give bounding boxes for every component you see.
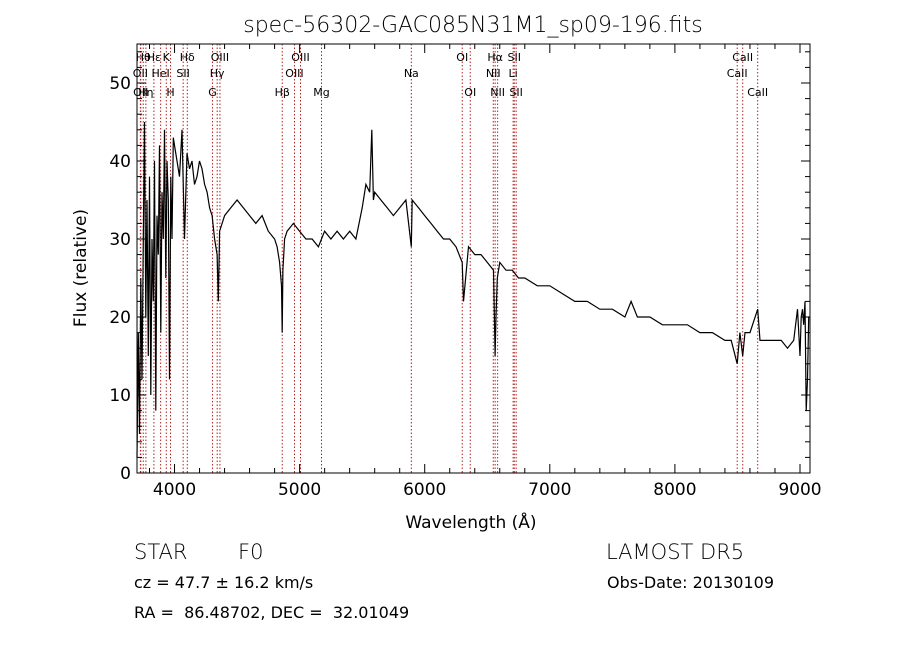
spectral-line-label: SII: [176, 67, 189, 80]
spectral-line-label: K: [163, 51, 171, 64]
x-tick-label: 6000: [403, 480, 446, 500]
spectral-line-label: CaII: [727, 67, 748, 80]
y-tick-label: 0: [120, 464, 131, 484]
spectral-line-label: OIII: [291, 51, 309, 64]
spectral-line-label: Hβ: [275, 86, 290, 99]
spectral-line-label: Hα: [487, 51, 503, 64]
x-tick-label: 4000: [153, 480, 196, 500]
spectral-line-label: CaII: [747, 86, 768, 99]
spectral-line-label: NII: [486, 67, 501, 80]
spectral-line-label: OII: [133, 67, 148, 80]
spectral-line-label: OI: [464, 86, 476, 99]
spectral-line-labels: OIIOIIHθHηHεHeIKHSIIHδGHγOIIIHβOIIIOIIIM…: [133, 51, 768, 99]
spectral-line-label: Hθ: [136, 51, 151, 64]
observation-date: Obs-Date: 20130109: [607, 573, 775, 592]
spectral-line-label: Hη: [138, 86, 153, 99]
spectral-line-label: OI: [456, 51, 468, 64]
spectral-line-markers: [139, 44, 759, 473]
y-tick-label: 10: [109, 386, 131, 406]
spectral-line-label: HeI: [151, 67, 169, 80]
spectral-line-label: G: [208, 86, 217, 99]
spectral-line-label: OIII: [211, 51, 229, 64]
chart-title: spec-56302-GAC085N31M1_sp09-196.fits: [243, 13, 703, 38]
plot-frame: [136, 43, 811, 474]
x-tick-label: 7000: [528, 480, 571, 500]
spectral-line-label: OIII: [285, 67, 303, 80]
spectral-line-label: Hγ: [210, 67, 225, 80]
x-axis-label: Wavelength (Å): [405, 511, 536, 533]
spectral-line-label: CaII: [732, 51, 753, 64]
x-axis: 4000 5000 6000 7000 8000 9000: [149, 44, 822, 500]
y-tick-label: 50: [109, 74, 131, 94]
spectral-line-label: NII: [490, 86, 505, 99]
y-axis: 0 10 20 30 40 50: [109, 51, 810, 484]
spectral-line-label: Li: [509, 67, 518, 80]
spectral-line-label: Hε: [147, 51, 161, 64]
spectrum-line: [136, 121, 810, 458]
redshift-velocity: cz = 47.7 ± 16.2 km/s: [134, 573, 314, 592]
y-tick-label: 20: [109, 308, 131, 328]
object-class: STAR: [134, 540, 188, 564]
x-tick-label: 5000: [278, 480, 321, 500]
spectral-line-label: Na: [404, 67, 419, 80]
spectral-line-label: SII: [509, 86, 522, 99]
spectral-line-label: Mg: [313, 86, 329, 99]
coordinates: RA = 86.48702, DEC = 32.01049: [134, 603, 410, 622]
spectral-line-label: H: [166, 86, 174, 99]
spectral-line-label: SII: [508, 51, 521, 64]
x-tick-label: 8000: [653, 480, 696, 500]
object-subclass: F0: [238, 540, 264, 564]
x-tick-label: 9000: [778, 480, 821, 500]
y-tick-label: 30: [109, 230, 131, 250]
y-axis-label: Flux (relative): [71, 209, 91, 327]
survey-name: LAMOST DR5: [606, 540, 745, 564]
spectral-line-label: Hδ: [180, 51, 195, 64]
y-tick-label: 40: [109, 152, 131, 172]
